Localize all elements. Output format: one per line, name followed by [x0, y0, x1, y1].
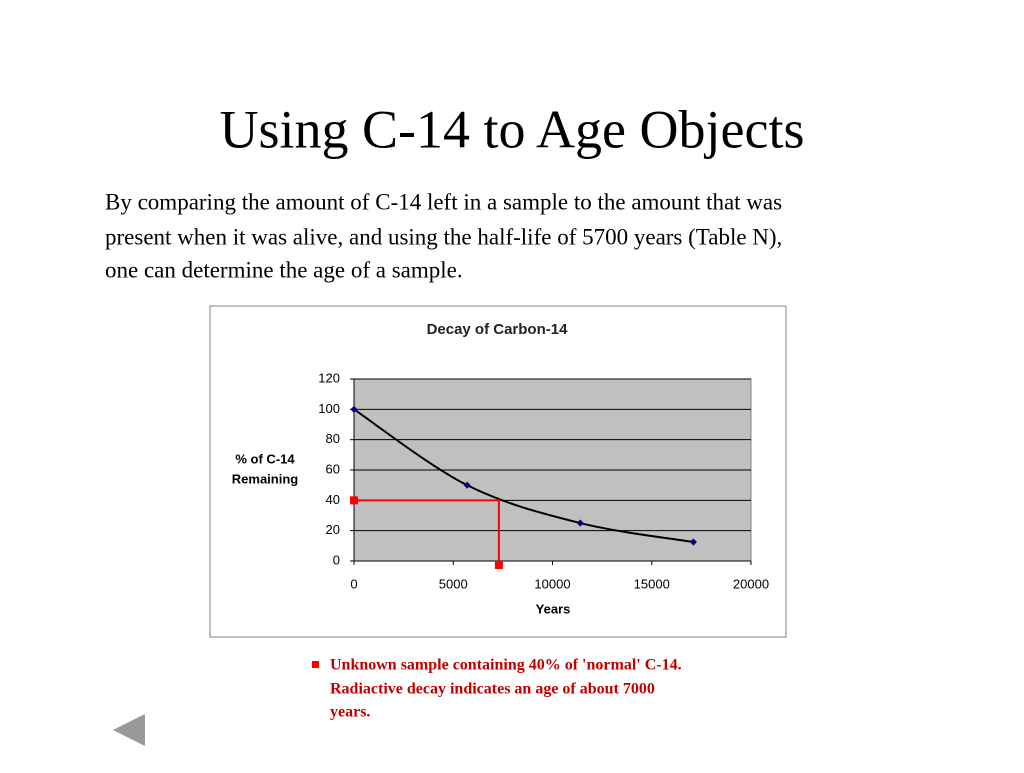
y-tick-label: 0: [333, 552, 340, 567]
data-point: [576, 519, 584, 527]
note-line: Unknown sample containing 40% of 'normal…: [330, 657, 682, 674]
data-point: [350, 405, 358, 413]
x-tick-label: 20000: [733, 576, 769, 591]
chart: Decay of Carbon-14 0 20 40 60 80 100 120 0 5000 10…: [232, 321, 769, 616]
chart-title: Decay of Carbon-14: [427, 321, 569, 338]
x-axis-label: Years: [536, 601, 571, 616]
y-axis-label: Remaining: [232, 471, 299, 486]
body-line: present when it was alive, and using the…: [105, 224, 782, 249]
y-tick-label: 120: [318, 370, 340, 385]
data-point: [689, 538, 697, 546]
back-button[interactable]: [113, 714, 145, 746]
note-line: Radiactive decay indicates an age of abo…: [330, 681, 655, 698]
note-line: years.: [330, 704, 370, 721]
x-tick-label: 0: [350, 576, 357, 591]
y-axis-label: % of C-14: [235, 451, 295, 466]
slide-title: Using C-14 to Age Objects: [220, 99, 805, 159]
y-tick-label: 60: [326, 461, 340, 476]
y-tick-label: 100: [318, 401, 340, 416]
reading-marker: [494, 561, 503, 569]
reading-line: [354, 499, 500, 565]
y-tick-label: 20: [326, 522, 340, 537]
y-tick-label: 40: [326, 492, 340, 507]
y-tick-label: 80: [326, 431, 340, 446]
series-line: [353, 408, 694, 544]
bullet: [312, 661, 319, 668]
x-tick-label: 10000: [534, 576, 570, 591]
body-line: By comparing the amount of C-14 left in …: [105, 189, 782, 214]
body-line: one can determine the age of a sample.: [105, 257, 463, 282]
data-point: [463, 481, 471, 489]
x-tick-label: 5000: [439, 576, 468, 591]
x-tick-label: 15000: [634, 576, 670, 591]
reading-marker: [350, 496, 358, 505]
